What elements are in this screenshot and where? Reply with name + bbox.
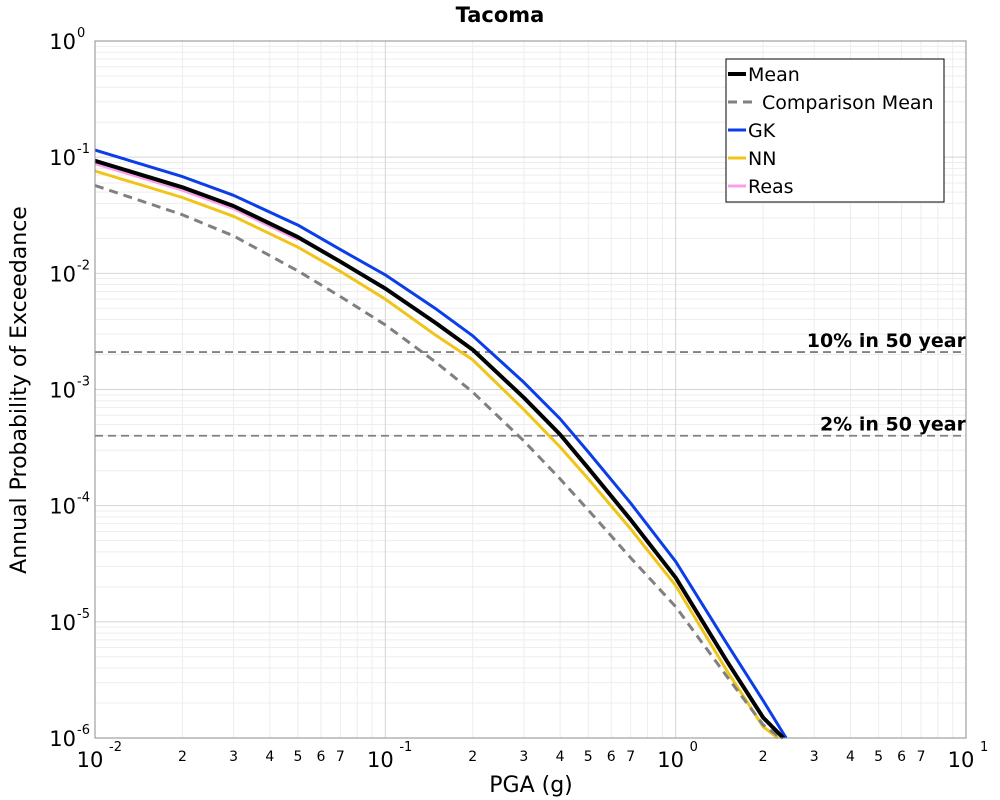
x-axis-label: PGA (g) <box>489 773 573 798</box>
y-major-tick-exponent: 0 <box>77 26 85 41</box>
x-minor-tick-label: 4 <box>265 749 274 765</box>
x-minor-tick-label: 7 <box>626 749 635 765</box>
plot-frame <box>94 40 967 739</box>
x-major-tick-label: 10 <box>367 748 394 772</box>
x-major-tick-label: 10 <box>948 748 975 772</box>
x-minor-tick-label: 6 <box>316 749 325 765</box>
x-minor-tick-label: 3 <box>229 749 238 765</box>
y-major-tick-label: 10 <box>49 727 76 751</box>
legend-label-mean: Mean <box>748 64 800 86</box>
x-minor-tick-label: 6 <box>607 749 616 765</box>
legend-box <box>725 58 945 203</box>
series-line-reas <box>94 162 299 241</box>
y-major-tick-exponent: -2 <box>77 258 90 273</box>
series-line-mean <box>94 158 785 740</box>
x-minor-tick-label: 2 <box>759 749 768 765</box>
x-minor-tick-label: 5 <box>584 749 593 765</box>
x-minor-tick-label: 6 <box>897 749 906 765</box>
chart-title: Tacoma <box>456 3 545 27</box>
x-minor-tick-label: 4 <box>556 749 565 765</box>
y-axis-label: Annual Probability of Exceedance <box>7 206 32 574</box>
y-major-tick-exponent: -4 <box>77 491 90 506</box>
y-major-tick-label: 10 <box>49 495 76 519</box>
y-major-tick-exponent: -5 <box>77 607 90 622</box>
legend-label-nn: NN <box>748 148 776 170</box>
x-minor-tick-label: 5 <box>293 749 302 765</box>
reference-line-label-0: 10% in 50 year <box>807 330 967 352</box>
x-major-tick-label: 10 <box>77 748 104 772</box>
series-line-gk <box>94 148 788 739</box>
x-major-tick-exponent: -2 <box>109 740 122 755</box>
y-major-tick-label: 10 <box>49 146 76 170</box>
series-line-comparison-mean <box>94 184 782 740</box>
y-major-tick-exponent: -1 <box>77 142 90 157</box>
reference-lines: 10% in 50 year 2% in 50 year <box>95 330 967 437</box>
series-line-nn <box>94 169 779 740</box>
legend-label-reas: Reas <box>748 176 794 198</box>
x-major-tick-exponent: -1 <box>399 740 412 755</box>
x-minor-tick-label: 4 <box>846 749 855 765</box>
series-layer <box>94 148 788 740</box>
x-minor-tick-label: 7 <box>917 749 926 765</box>
x-major-tick-exponent: 0 <box>690 740 698 755</box>
legend: Mean Comparison Mean GK NN Reas <box>725 58 945 203</box>
x-minor-tick-label: 3 <box>810 749 819 765</box>
y-major-tick-exponent: -6 <box>77 723 90 738</box>
reference-line-label-1: 2% in 50 year <box>820 414 967 436</box>
x-minor-tick-label: 2 <box>178 749 187 765</box>
y-major-tick-label: 10 <box>49 379 76 403</box>
legend-label-comparison-mean: Comparison Mean <box>762 92 934 114</box>
legend-label-gk: GK <box>748 120 776 142</box>
x-minor-tick-label: 7 <box>336 749 345 765</box>
y-major-tick-label: 10 <box>49 30 76 54</box>
x-major-tick-exponent: 1 <box>980 740 988 755</box>
y-major-tick-exponent: -3 <box>77 375 90 390</box>
y-major-tick-label: 10 <box>49 262 76 286</box>
x-major-tick-label: 10 <box>657 748 684 772</box>
x-minor-tick-label: 2 <box>468 749 477 765</box>
x-minor-tick-label: 5 <box>874 749 883 765</box>
x-minor-tick-label: 3 <box>519 749 528 765</box>
y-major-tick-label: 10 <box>49 611 76 635</box>
